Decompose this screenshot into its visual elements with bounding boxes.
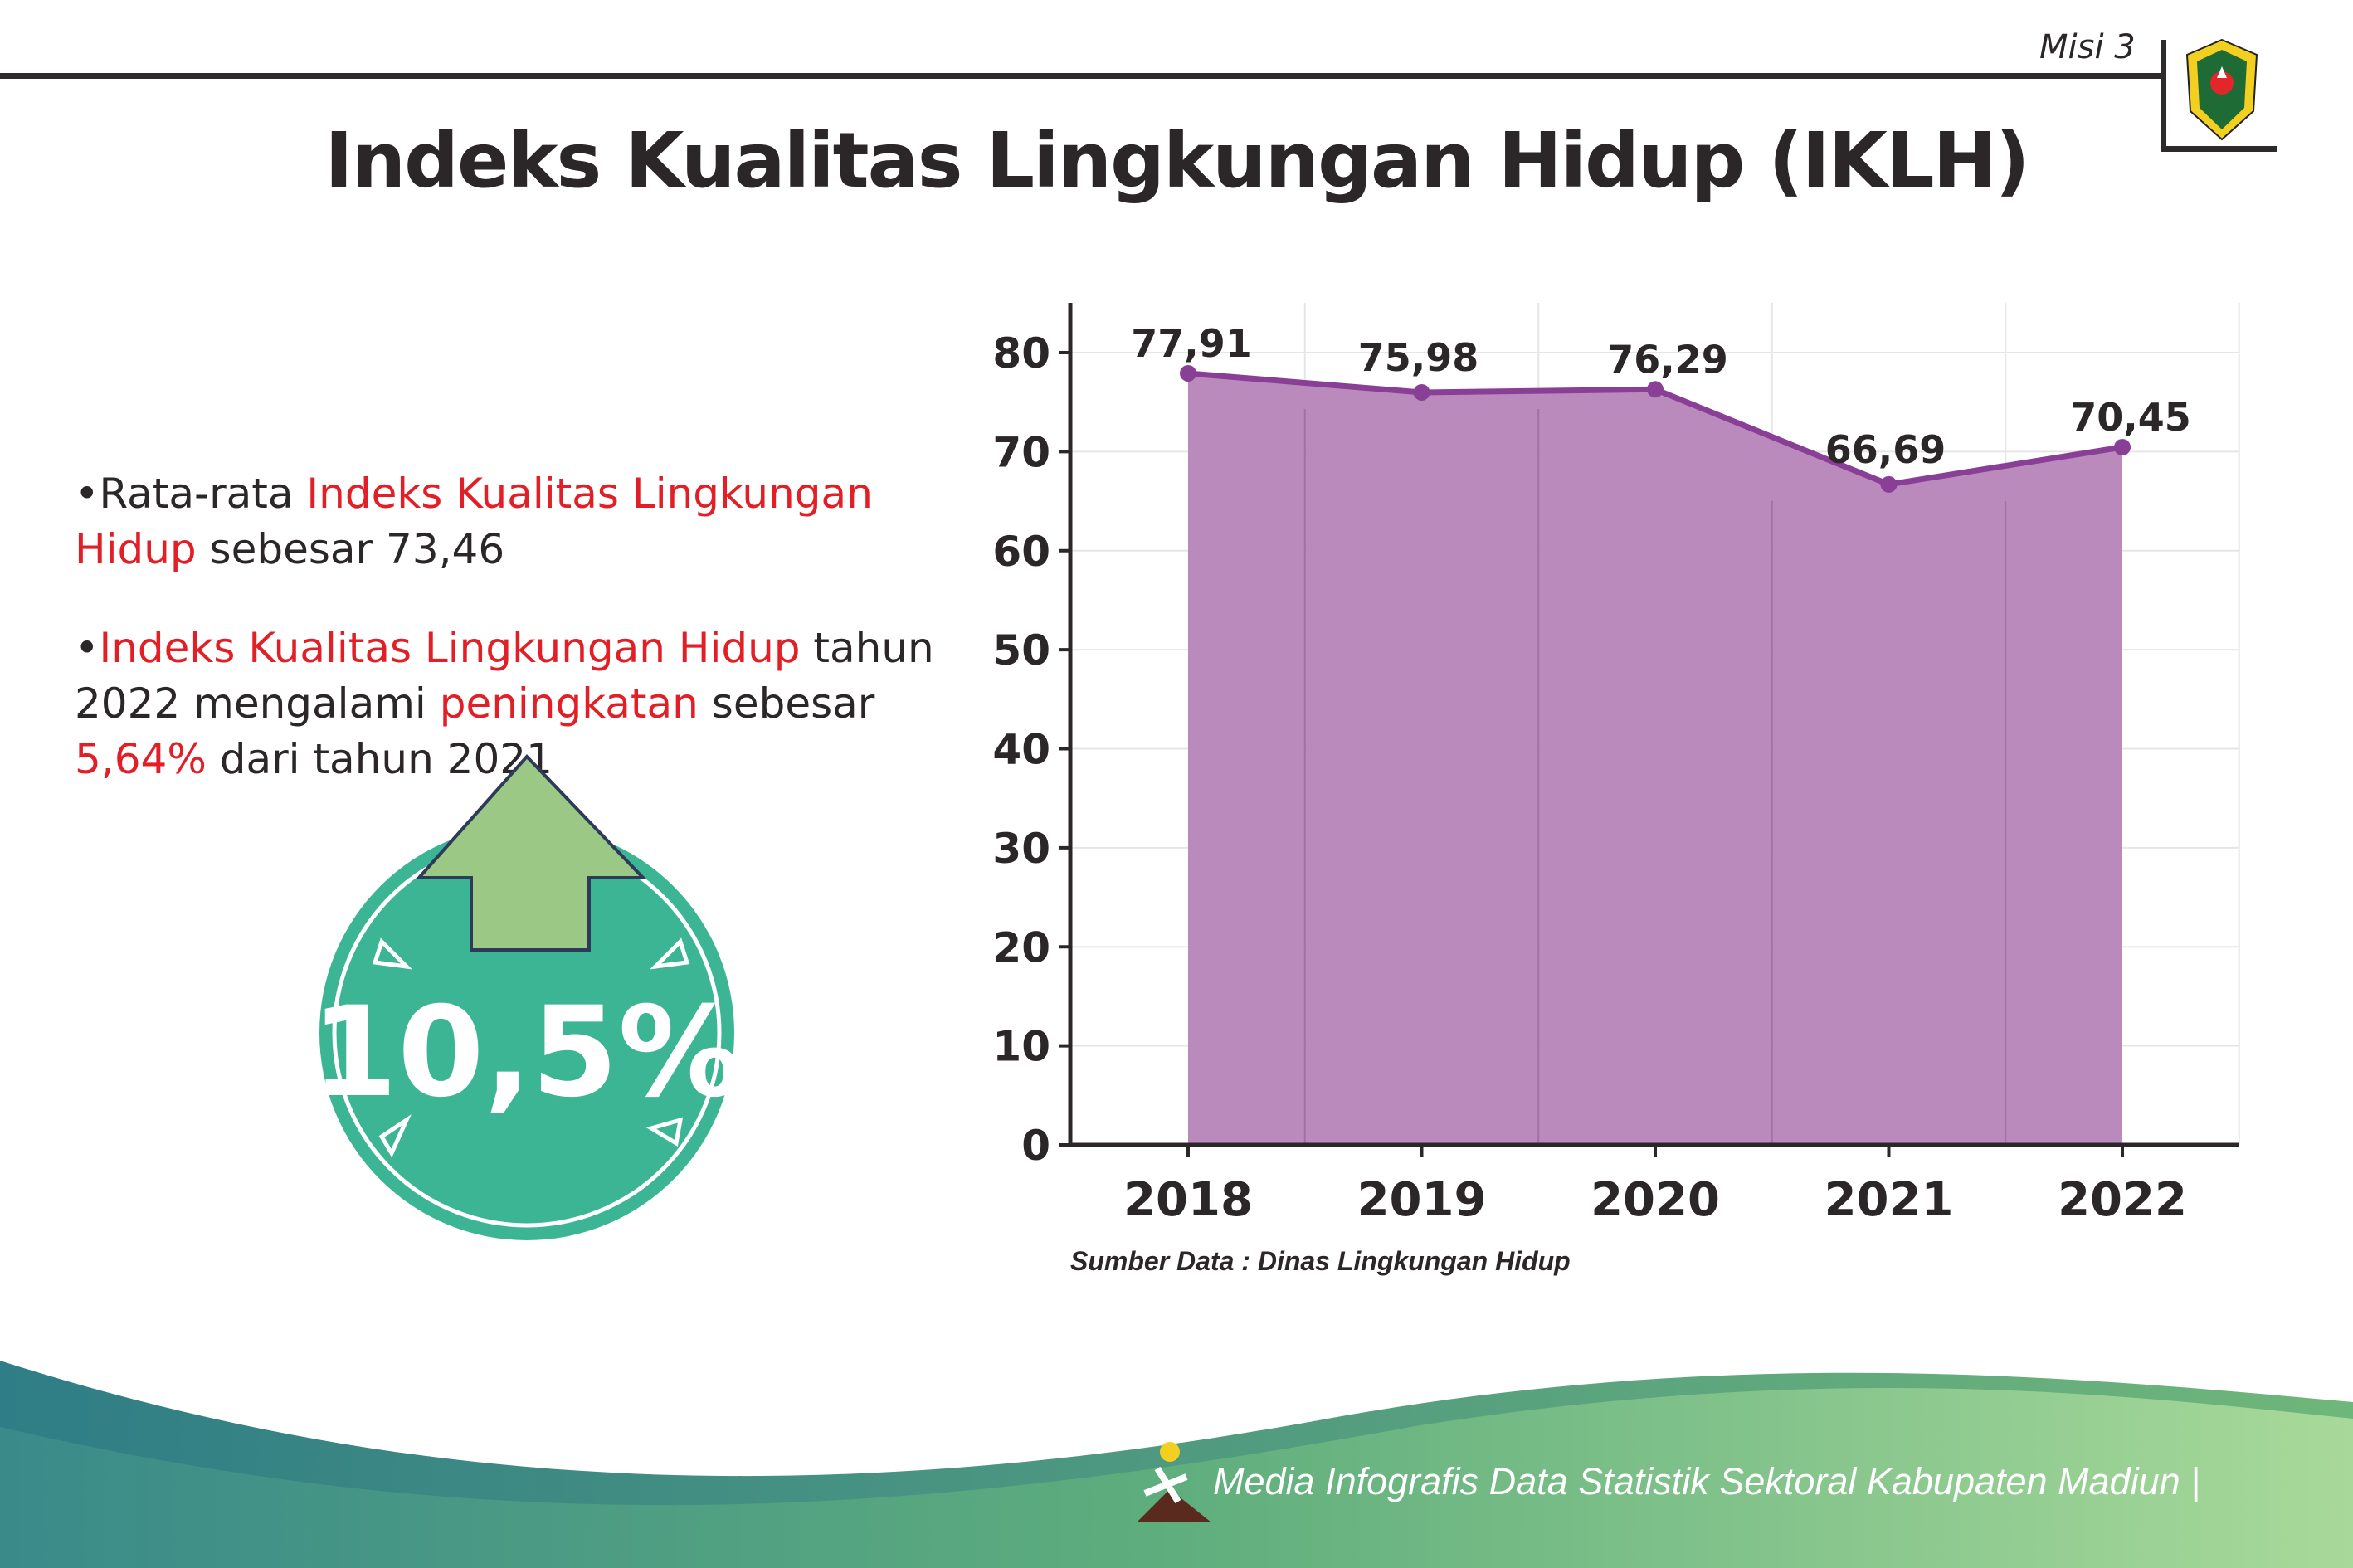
section-label: Misi 3: [2039, 28, 2136, 66]
bullet-average: •Rata-rata Indeks Kualitas Lingkungan Hi…: [75, 470, 873, 573]
y-tick-label: 30: [992, 825, 1050, 873]
data-label: 66,69: [1825, 427, 1946, 472]
y-tick-label: 0: [1021, 1122, 1050, 1170]
data-label: 77,91: [1131, 321, 1252, 366]
x-tick-label: 2021: [1824, 1173, 1954, 1227]
runner-icon: [1137, 1442, 1211, 1522]
page-title: Indeks Kualitas Lingkungan Hidup (IKLH): [324, 116, 2029, 205]
y-tick-label: 80: [992, 329, 1050, 377]
data-label: 75,98: [1358, 335, 1479, 380]
madiun-logo-icon: [2185, 38, 2258, 141]
summary-bullets: •Rata-rata Indeks Kualitas Lingkungan Hi…: [75, 466, 946, 830]
badge-value: 10,5%: [315, 981, 743, 1125]
bullet-increase: •Indeks Kualitas Lingkungan Hidup tahun …: [75, 624, 934, 783]
x-tick-label: 2019: [1357, 1173, 1487, 1227]
source-note: Sumber Data : Dinas Lingkungan Hidup: [1070, 1246, 1571, 1276]
data-label: 76,29: [1607, 337, 1728, 382]
y-tick-label: 70: [992, 428, 1050, 476]
footer-text: Media Infografis Data Statistik Sektoral…: [1213, 1460, 2200, 1502]
data-point: [1180, 364, 1196, 382]
badge-circle: [319, 825, 734, 1240]
header-rule: [0, 73, 2164, 79]
y-tick-label: 60: [992, 528, 1050, 576]
y-tick-label: 50: [992, 626, 1050, 674]
data-label: 70,45: [2070, 395, 2191, 440]
x-tick-label: 2018: [1123, 1173, 1253, 1227]
data-point: [1647, 381, 1664, 398]
corner-rule: [2161, 40, 2166, 151]
y-tick-label: 40: [992, 726, 1050, 774]
x-tick-label: 2020: [1591, 1173, 1720, 1227]
growth-badge: 10,5%: [315, 754, 743, 1240]
data-point: [2114, 439, 2131, 456]
arrow-up-icon: [415, 754, 647, 952]
y-tick-label: 10: [992, 1023, 1050, 1071]
area-fill: [1188, 373, 2122, 1146]
corner-rule: [2161, 146, 2277, 152]
data-point: [1880, 475, 1898, 493]
x-tick-label: 2022: [2058, 1173, 2187, 1227]
footer-wave: [0, 1361, 2353, 1568]
y-tick-label: 20: [992, 923, 1050, 971]
data-point: [1413, 383, 1430, 401]
